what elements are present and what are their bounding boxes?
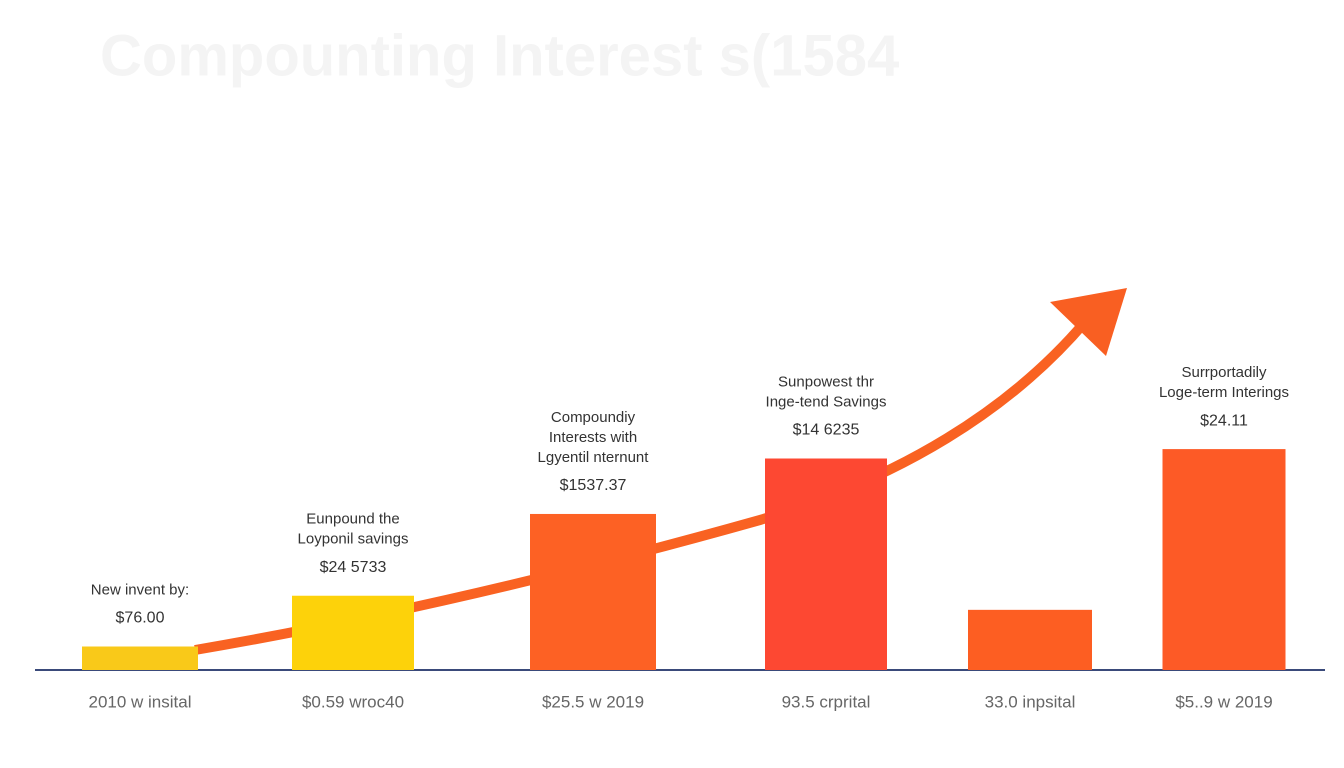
annotation: New invent by: (91, 581, 189, 598)
annotation-value: $1537.37 (560, 477, 627, 494)
bar (765, 458, 887, 670)
chart-title: Compounting Interest s(1584 (100, 23, 899, 88)
x-tick-label: 2010 w insital (88, 692, 191, 711)
annotation: Sunpowest thr (778, 373, 874, 390)
annotation: Loge-term Interings (1159, 384, 1289, 401)
bar (968, 609, 1092, 670)
annotation: Surrportadily (1181, 364, 1267, 381)
annotation: Lgyentil nternunt (538, 449, 650, 466)
annotation: Compoundiy (551, 409, 636, 426)
annotation-value: $14 6235 (793, 422, 860, 439)
x-tick-label: $5..9 w 2019 (1175, 692, 1272, 711)
bar (1162, 449, 1286, 670)
annotation: Inge-tend Savings (766, 393, 887, 410)
x-tick-label: 93.5 crprital (782, 692, 871, 711)
x-tick-label: 33.0 inpsital (985, 692, 1076, 711)
arrow-head (1050, 288, 1127, 356)
bar (530, 513, 656, 670)
bar (292, 595, 414, 670)
annotation: Eunpound the (306, 511, 399, 528)
x-tick-label: $25.5 w 2019 (542, 692, 644, 711)
annotation: Loyponil savings (298, 531, 409, 548)
annotation: Interests with (549, 429, 637, 446)
annotation-value: $24 5733 (320, 559, 387, 576)
annotation-value: $76.00 (116, 610, 165, 627)
annotation-value: $24.11 (1200, 412, 1248, 429)
bar (82, 646, 198, 670)
x-tick-label: $0.59 wroc40 (302, 692, 404, 711)
